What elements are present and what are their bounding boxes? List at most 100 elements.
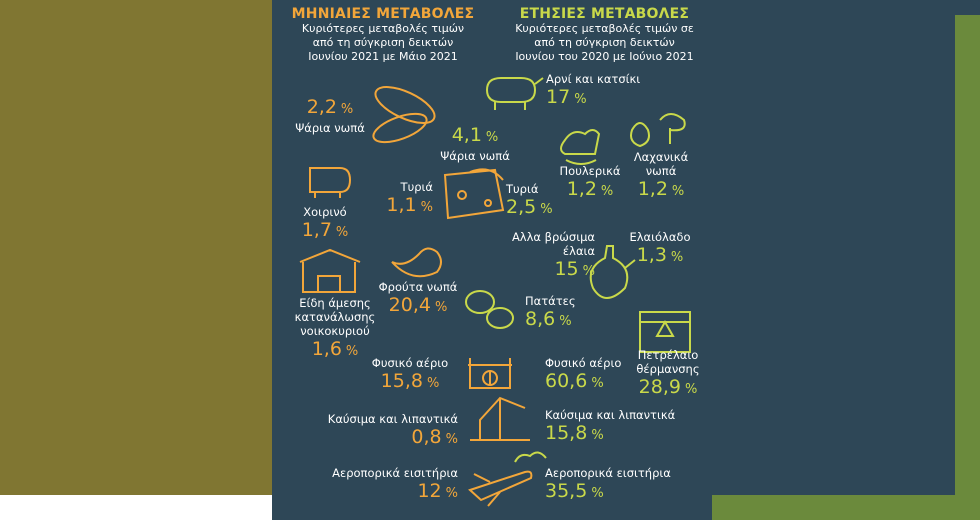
change-value: 28,9 xyxy=(638,376,681,398)
change-value: 2,2 xyxy=(306,96,337,118)
price-item: Λαχανικά νωπά 1,2% xyxy=(628,150,694,203)
change-value: 12 xyxy=(417,480,442,502)
item-label: Τυριά xyxy=(400,180,433,194)
change-value: 17 xyxy=(546,86,571,108)
change-value: 1,7 xyxy=(301,219,332,241)
change-value: 15,8 xyxy=(545,422,588,444)
item-label: Ψάρια νωπά xyxy=(440,149,510,163)
price-item: Ελαιόλαδο 1,3% xyxy=(625,230,695,269)
item-label: Λαχανικά νωπά xyxy=(633,150,689,178)
item-label: Αρνί και κατσίκι xyxy=(546,72,641,86)
change-unit: % xyxy=(426,376,440,391)
change-unit: % xyxy=(335,225,349,240)
annual-header: ΕΤΗΣΙΕΣ ΜΕΤΑΒΟΛΕΣ Κυριότερες μεταβολές τ… xyxy=(502,6,707,64)
price-item: Τυριά 2,5% xyxy=(506,182,556,221)
item-label: Είδη άμεσης κατανάλωσης νοικοκυριού xyxy=(294,296,376,338)
monthly-subtitle: Ιουνίου 2021 με Μάιο 2021 xyxy=(308,50,458,63)
price-item: Φυσικό αέριο 60,6% xyxy=(545,356,645,395)
change-unit: % xyxy=(574,92,587,107)
annual-subtitle: Κυριότερες μεταβολές τιμών σε xyxy=(515,22,694,35)
monthly-title: ΜΗΝΙΑΙΕΣ ΜΕΤΑΒΟΛΕΣ xyxy=(291,6,475,22)
item-value: 1,6% xyxy=(290,338,380,363)
change-unit: % xyxy=(600,184,614,199)
monthly-icons xyxy=(299,86,533,507)
item-value: 1,1% xyxy=(375,194,433,219)
item-label: Καύσιμα και λιπαντικά xyxy=(327,412,458,426)
item-value: 28,9% xyxy=(628,376,708,401)
annual-subtitle: από τη σύγκριση δεικτών xyxy=(534,36,675,49)
item-label: Πουλερικά xyxy=(559,164,621,178)
item-value: 15,8% xyxy=(365,370,455,395)
change-value: 1,2 xyxy=(637,178,668,200)
annual-title: ΕΤΗΣΙΕΣ ΜΕΤΑΒΟΛΕΣ xyxy=(519,6,690,22)
change-unit: % xyxy=(591,428,604,443)
item-label: Ψάρια νωπά xyxy=(295,121,365,135)
monthly-subtitle: από τη σύγκριση δεικτών xyxy=(312,36,454,49)
change-value: 15,8 xyxy=(380,370,423,392)
item-value: 60,6% xyxy=(545,370,645,395)
item-label: Πατάτες xyxy=(525,294,576,308)
item-value: 17% xyxy=(546,86,676,111)
change-value: 20,4 xyxy=(388,294,431,316)
item-label: Πετρέλαιο θέρμανσης xyxy=(636,348,700,376)
change-unit: % xyxy=(684,382,698,397)
item-value: 1,7% xyxy=(290,219,360,244)
item-label: Αλλα βρώσιμα έλαια xyxy=(511,230,595,258)
item-label: Αεροπορικά εισιτήρια xyxy=(545,466,671,480)
item-value: 20,4% xyxy=(378,294,458,319)
change-unit: % xyxy=(445,486,458,501)
price-item: Φρούτα νωπά 20,4% xyxy=(378,280,458,319)
item-label: Χοιρινό xyxy=(303,205,347,219)
monthly-subtitle: Κυριότερες μεταβολές τιμών xyxy=(301,22,465,35)
price-item: 4,1% Ψάρια νωπά xyxy=(430,124,520,163)
change-value: 4,1 xyxy=(451,124,482,146)
price-item: Καύσιμα και λιπαντικά 0,8% xyxy=(318,412,458,451)
item-value: 1,3% xyxy=(625,244,695,269)
change-value: 35,5 xyxy=(545,480,588,502)
price-item: Πουλερικά 1,2% xyxy=(555,164,625,203)
price-item: Είδη άμεσης κατανάλωσης νοικοκυριού 1,6% xyxy=(290,296,380,363)
change-unit: % xyxy=(591,376,604,391)
price-item: Αεροπορικά εισιτήρια 12% xyxy=(325,466,458,505)
change-value: 1,3 xyxy=(636,244,667,266)
change-value: 1,6 xyxy=(311,338,342,360)
price-item: Αλλα βρώσιμα έλαια 15% xyxy=(480,230,595,283)
item-value: 12% xyxy=(325,480,458,505)
olive-band xyxy=(0,0,272,495)
change-unit: % xyxy=(434,300,448,315)
change-unit: % xyxy=(671,184,685,199)
item-label: Καύσιμα και λιπαντικά xyxy=(545,408,676,422)
item-value: 0,8% xyxy=(318,426,458,451)
monthly-header: ΜΗΝΙΑΙΕΣ ΜΕΤΑΒΟΛΕΣ Κυριότερες μεταβολές … xyxy=(288,6,478,64)
item-value: 2,5% xyxy=(506,196,556,221)
price-item: Αρνί και κατσίκι 17% xyxy=(546,72,676,111)
item-value: 1,2% xyxy=(628,178,694,203)
change-value: 15 xyxy=(554,258,579,280)
item-value: 2,2% xyxy=(290,96,370,121)
change-unit: % xyxy=(559,314,572,329)
price-item: Χοιρινό 1,7% xyxy=(290,205,360,244)
change-unit: % xyxy=(340,102,354,117)
price-item: Φυσικό αέριο 15,8% xyxy=(365,356,455,395)
change-unit: % xyxy=(591,486,604,501)
change-value: 60,6 xyxy=(545,370,588,392)
change-unit: % xyxy=(670,250,684,265)
change-unit: % xyxy=(540,202,553,217)
item-value: 1,2% xyxy=(555,178,625,203)
change-value: 0,8 xyxy=(411,426,442,448)
change-unit: % xyxy=(582,264,595,279)
item-label: Φυσικό αέριο xyxy=(371,356,449,370)
price-item: Τυριά 1,1% xyxy=(375,180,433,219)
change-unit: % xyxy=(485,130,499,145)
item-label: Τυριά xyxy=(506,182,539,196)
price-item: Αεροπορικά εισιτήρια 35,5% xyxy=(545,466,675,505)
price-item: Καύσιμα και λιπαντικά 15,8% xyxy=(545,408,685,447)
item-value: 8,6% xyxy=(525,308,585,333)
change-value: 1,1 xyxy=(386,194,417,216)
price-item: Πετρέλαιο θέρμανσης 28,9% xyxy=(628,348,708,401)
change-unit: % xyxy=(420,200,433,215)
change-value: 8,6 xyxy=(525,308,556,330)
price-item: 2,2% Ψάρια νωπά xyxy=(290,96,370,135)
